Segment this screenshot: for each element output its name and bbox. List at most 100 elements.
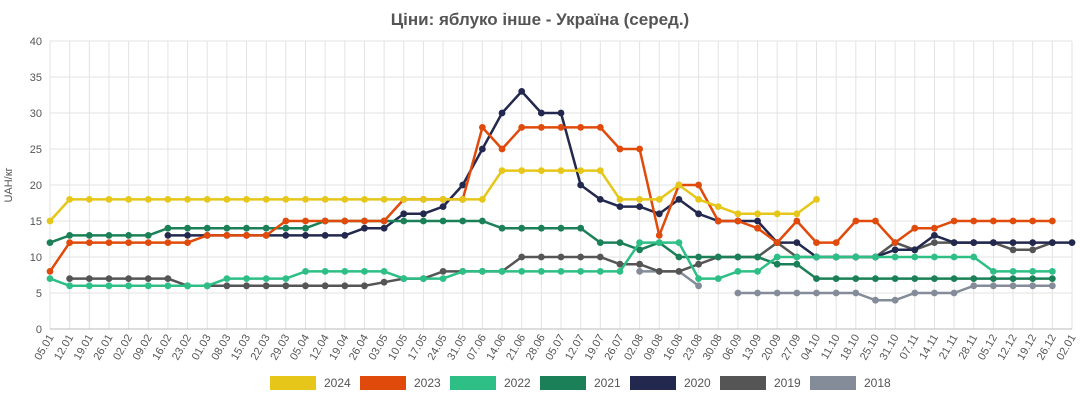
legend[interactable]: 2024 2023 2022 2021 2020 2019 2018: [270, 376, 891, 390]
legend-item-2018[interactable]: 2018: [810, 376, 891, 390]
data-point[interactable]: [734, 289, 742, 297]
data-point[interactable]: [695, 260, 702, 268]
data-point[interactable]: [675, 268, 683, 275]
data-point[interactable]: [931, 253, 938, 261]
data-point[interactable]: [203, 282, 211, 290]
data-point[interactable]: [282, 232, 290, 239]
data-point[interactable]: [636, 239, 644, 247]
data-point[interactable]: [321, 217, 329, 225]
data-point[interactable]: [577, 124, 585, 131]
data-point[interactable]: [262, 196, 270, 203]
data-point[interactable]: [184, 224, 191, 232]
legend-item-2019[interactable]: 2019: [720, 376, 801, 390]
data-point[interactable]: [695, 275, 702, 282]
data-point[interactable]: [203, 232, 211, 239]
data-point[interactable]: [341, 232, 349, 239]
data-point[interactable]: [1009, 239, 1017, 247]
data-point[interactable]: [144, 282, 152, 290]
data-point[interactable]: [911, 289, 919, 297]
data-point[interactable]: [243, 232, 250, 239]
data-point[interactable]: [872, 275, 879, 282]
data-point[interactable]: [478, 196, 486, 203]
data-point[interactable]: [1029, 268, 1037, 275]
data-point[interactable]: [773, 253, 781, 261]
legend-item-2022[interactable]: 2022: [450, 376, 531, 390]
data-point[interactable]: [321, 232, 329, 239]
data-point[interactable]: [596, 196, 604, 203]
data-point[interactable]: [1009, 217, 1017, 225]
data-point[interactable]: [243, 224, 250, 232]
data-point[interactable]: [754, 268, 761, 275]
data-point[interactable]: [223, 232, 231, 239]
data-point[interactable]: [498, 167, 506, 175]
data-point[interactable]: [361, 224, 368, 232]
data-point[interactable]: [596, 167, 604, 175]
data-point[interactable]: [321, 282, 329, 290]
legend-item-2023[interactable]: 2023: [360, 376, 441, 390]
data-point[interactable]: [46, 239, 54, 247]
data-point[interactable]: [302, 268, 309, 275]
data-point[interactable]: [361, 217, 368, 225]
data-point[interactable]: [223, 282, 231, 290]
data-point[interactable]: [734, 217, 742, 225]
data-point[interactable]: [262, 282, 270, 290]
data-point[interactable]: [577, 167, 585, 175]
data-point[interactable]: [754, 224, 761, 232]
data-point[interactable]: [439, 196, 447, 203]
data-point[interactable]: [282, 196, 290, 203]
data-point[interactable]: [1009, 275, 1017, 282]
data-point[interactable]: [66, 232, 74, 239]
data-point[interactable]: [439, 268, 447, 275]
data-point[interactable]: [85, 275, 93, 282]
data-point[interactable]: [361, 268, 368, 275]
data-point[interactable]: [341, 217, 349, 225]
data-point[interactable]: [754, 210, 761, 218]
data-point[interactable]: [1029, 282, 1037, 290]
data-point[interactable]: [420, 196, 427, 203]
data-point[interactable]: [754, 217, 761, 225]
data-point[interactable]: [282, 282, 290, 290]
data-point[interactable]: [636, 268, 644, 275]
data-point[interactable]: [1048, 282, 1056, 290]
data-point[interactable]: [1029, 275, 1037, 282]
data-point[interactable]: [695, 253, 702, 261]
data-point[interactable]: [636, 246, 644, 254]
data-point[interactable]: [66, 282, 74, 290]
data-point[interactable]: [577, 268, 585, 275]
data-point[interactable]: [282, 224, 290, 232]
data-point[interactable]: [243, 275, 250, 282]
data-point[interactable]: [478, 145, 486, 153]
data-point[interactable]: [636, 196, 644, 203]
data-point[interactable]: [223, 275, 231, 282]
data-point[interactable]: [872, 217, 879, 225]
legend-item-2020[interactable]: 2020: [630, 376, 711, 390]
data-point[interactable]: [675, 239, 683, 247]
data-point[interactable]: [537, 109, 545, 117]
data-point[interactable]: [341, 196, 349, 203]
data-point[interactable]: [537, 167, 545, 175]
data-point[interactable]: [85, 239, 93, 247]
data-point[interactable]: [537, 124, 545, 131]
data-point[interactable]: [655, 268, 663, 275]
data-point[interactable]: [557, 167, 565, 175]
data-point[interactable]: [832, 239, 840, 247]
data-point[interactable]: [537, 253, 545, 261]
data-point[interactable]: [675, 196, 683, 203]
data-point[interactable]: [518, 253, 526, 261]
data-point[interactable]: [341, 268, 349, 275]
data-point[interactable]: [439, 203, 447, 211]
data-point[interactable]: [931, 289, 938, 297]
data-point[interactable]: [400, 217, 408, 225]
data-point[interactable]: [85, 232, 93, 239]
data-point[interactable]: [243, 196, 250, 203]
data-point[interactable]: [655, 239, 663, 247]
data-point[interactable]: [164, 196, 172, 203]
data-point[interactable]: [439, 217, 447, 225]
data-point[interactable]: [989, 275, 997, 282]
data-point[interactable]: [891, 246, 899, 254]
data-point[interactable]: [852, 289, 860, 297]
data-point[interactable]: [970, 239, 978, 247]
data-point[interactable]: [46, 217, 54, 225]
data-point[interactable]: [144, 232, 152, 239]
data-point[interactable]: [596, 124, 604, 131]
